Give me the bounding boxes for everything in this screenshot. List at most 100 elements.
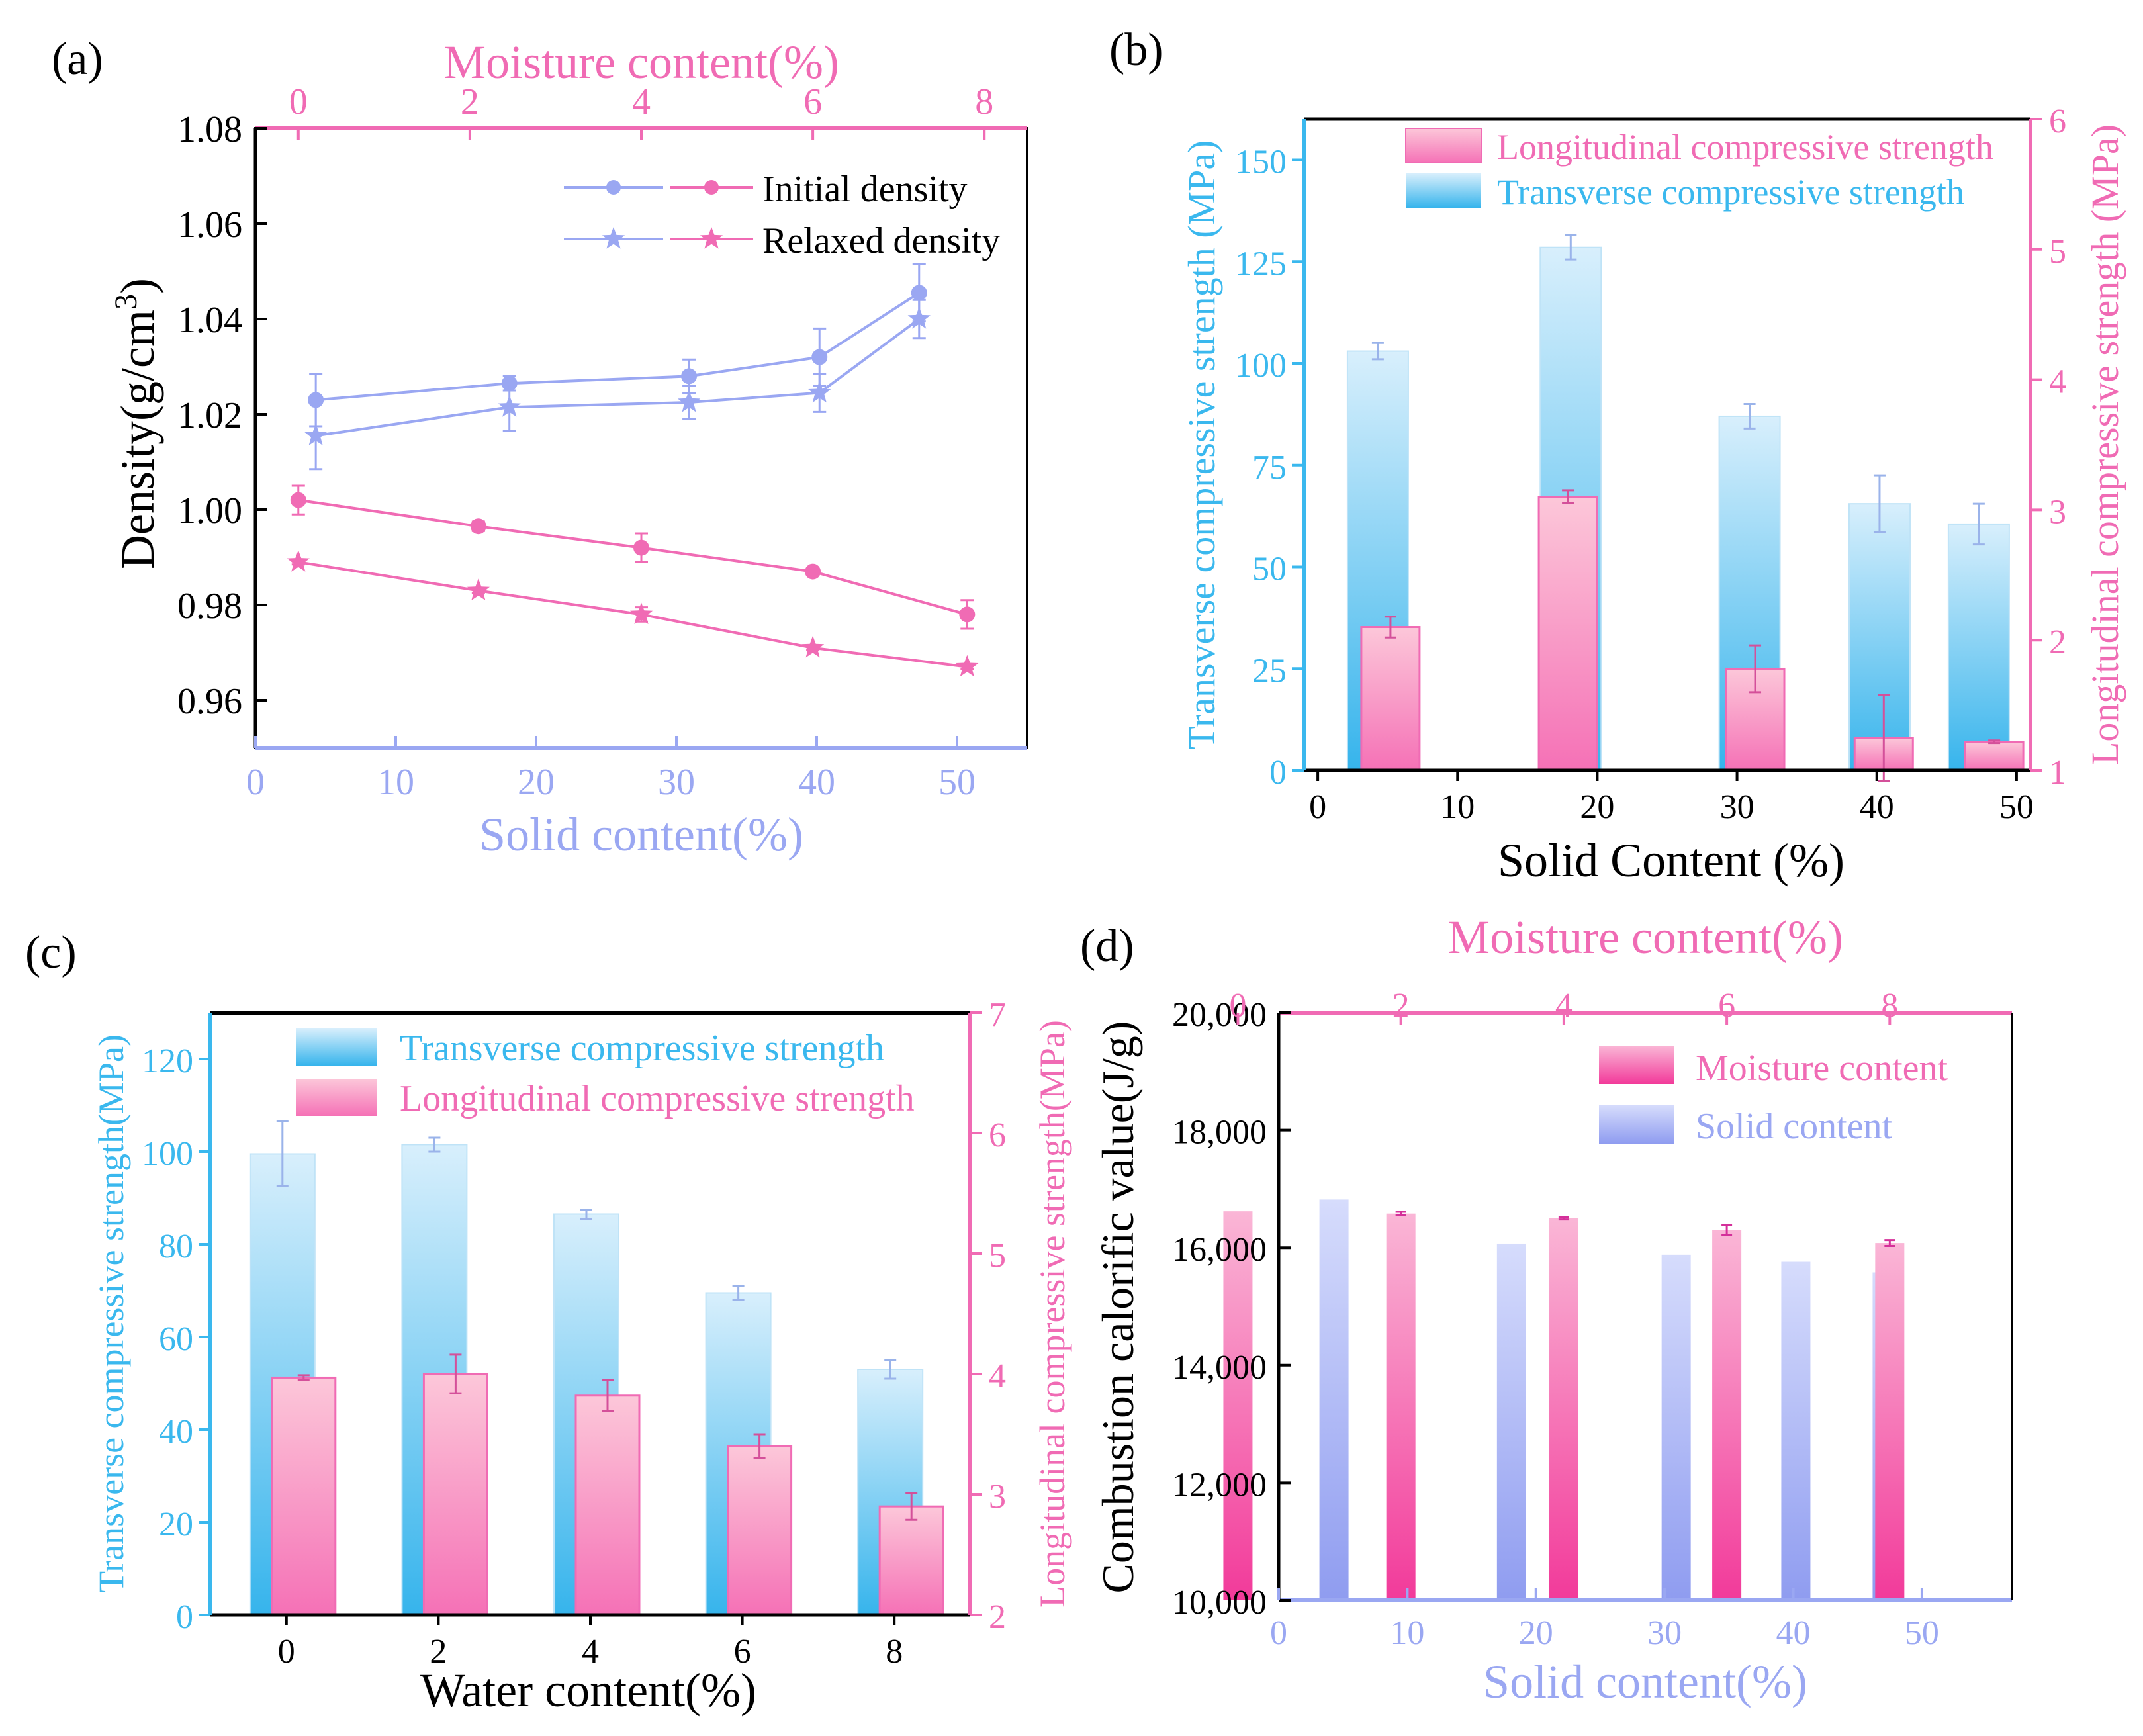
panel-b-y2-ticks: 1 2 3 4 5 6 (2030, 103, 2066, 792)
y2-tick-label: 3 (2049, 493, 2066, 531)
bar-moisture-content (1386, 1213, 1416, 1600)
y2-tick-label: 6 (2049, 103, 2066, 140)
bar-longitudinal (878, 1505, 944, 1616)
x-tick-label: 10 (377, 762, 414, 803)
x-tick-label: 10 (1440, 788, 1475, 826)
legend-moisture-swatch (1599, 1046, 1674, 1084)
bar-transverse (1848, 503, 1911, 771)
y-tick-label: 120 (142, 1042, 193, 1080)
x2-tick-label: 2 (1392, 987, 1410, 1025)
panel-a-legend: Initial density Relaxed density (564, 169, 1000, 261)
series-line-2 (298, 498, 968, 616)
bar-longitudinal (1964, 741, 2025, 772)
panel-b-y2-label: Longitudinal compressive strength (MPa) (2083, 124, 2126, 765)
legend-transverse-swatch (1406, 173, 1481, 208)
y-tick-label: 20 (159, 1506, 193, 1543)
x-tick-label: 30 (1647, 1614, 1682, 1652)
data-point-star (467, 578, 490, 600)
panel-a: (a) 0.960.981.001.021.041.061.08 0 10 20 30… (52, 34, 1028, 861)
panel-b-x-label: Solid Content (%) (1498, 834, 1845, 887)
data-point (911, 285, 927, 301)
panel-b-tag: (b) (1109, 24, 1163, 75)
legend-transverse-swatch-c (296, 1028, 377, 1066)
panel-b-x-ticks: 0 10 20 30 40 50 (1309, 770, 2034, 826)
y-tick-label: 10,000 (1172, 1584, 1267, 1622)
panel-d: (d) 10,000 12,000 14,000 16,000 18,000 20,000… (1080, 911, 2013, 1708)
x-tick-label: 6 (734, 1633, 751, 1670)
data-point-star (287, 550, 310, 572)
y-tick-label: 12,000 (1172, 1466, 1267, 1504)
legend-longitudinal-label: Longitudinal compressive strength (1497, 127, 1993, 167)
bar-transverse (1947, 523, 2010, 771)
x-tick-label: 40 (1776, 1614, 1811, 1652)
panel-a-y-ticks: 0.96 0.98 1.00 1.02 1.04 1.06 1.08 (177, 109, 267, 722)
x-tick-label: 40 (1860, 788, 1894, 826)
legend-longitudinal-swatch (1405, 128, 1482, 163)
x-tick-label: 30 (1720, 788, 1755, 826)
y-tick-label: 20,000 (1172, 996, 1267, 1034)
panel-a-x2-label: Moisture content(%) (443, 36, 839, 89)
x2-tick-label: 8 (975, 81, 993, 122)
legend-initial-density: Initial density (564, 169, 968, 210)
x-tick-label: 40 (798, 762, 835, 803)
x2-tick-label: 6 (803, 81, 822, 122)
y-tick-label: 80 (159, 1228, 193, 1265)
legend-initial-density-label: Initial density (762, 169, 968, 210)
bar-moisture-content (1712, 1230, 1742, 1600)
panel-a-data (287, 263, 979, 677)
x-tick-label: 0 (246, 762, 265, 803)
data-point (811, 349, 828, 365)
y2-tick-label: 5 (989, 1237, 1006, 1275)
y2-tick-label: 3 (989, 1478, 1006, 1516)
y-tick-label: 1.02 (177, 395, 242, 436)
bar-longitudinal (727, 1445, 793, 1616)
panel-d-legend: Moisture content Solid content (1599, 1046, 1948, 1147)
bar-longitudinal (271, 1376, 337, 1616)
y2-tick-label: 2 (989, 1598, 1006, 1636)
x-tick-label: 50 (1905, 1614, 1939, 1652)
panel-c-y-label: Transverse compressive strength(MPa) (91, 1034, 131, 1593)
y-tick-label: 1.04 (177, 300, 242, 341)
data-point-star (678, 390, 701, 412)
data-point (959, 606, 976, 623)
bar-longitudinal (1537, 496, 1598, 772)
panel-c-x-label: Water content(%) (420, 1664, 756, 1717)
x-tick-label: 0 (278, 1633, 295, 1670)
y-tick-label: 0 (176, 1598, 193, 1636)
x2-tick-label: 0 (289, 81, 308, 122)
legend-relaxed-density: Relaxed density (564, 220, 1000, 261)
data-point-star (808, 381, 831, 403)
y-tick-label: 75 (1252, 449, 1287, 486)
y2-tick-label: 6 (989, 1117, 1006, 1154)
legend-longitudinal-label-c: Longitudinal compressive strength (400, 1078, 915, 1119)
data-point (290, 492, 306, 508)
panel-c-data (249, 1120, 944, 1616)
legend-solid-label: Solid content (1696, 1106, 1893, 1147)
panel-d-tag: (d) (1080, 921, 1134, 972)
y-tick-label: 1.06 (177, 205, 242, 246)
bar-longitudinal (574, 1394, 641, 1616)
x-tick-label: 20 (1580, 788, 1614, 826)
x-tick-label: 20 (1519, 1614, 1553, 1652)
panel-d-x-ticks: 0 10 20 30 40 50 (1270, 1588, 1939, 1652)
panel-d-x2-label: Moisture content(%) (1447, 911, 1843, 964)
x-tick-label: 20 (518, 762, 555, 803)
y2-tick-label: 5 (2049, 233, 2066, 271)
x2-tick-label: 2 (461, 81, 479, 122)
panel-a-y-label: Density(g/cm3) (109, 278, 164, 569)
legend-star-icon (602, 227, 625, 249)
x2-tick-label: 0 (1229, 987, 1246, 1025)
data-point (470, 518, 486, 535)
y-tick-label: 0.98 (177, 586, 242, 627)
panel-c-y-ticks: 0 20 40 60 80 100 120 (142, 1042, 210, 1636)
y-tick-label: 150 (1235, 144, 1287, 181)
y-tick-label: 100 (142, 1135, 193, 1173)
panel-d-x2-ticks: 0 2 4 6 8 (1229, 987, 1898, 1025)
bar-solid-content (1781, 1261, 1811, 1600)
y-tick-label: 125 (1235, 245, 1287, 283)
series-line-0 (316, 291, 920, 402)
y-tick-label: 1.08 (177, 109, 242, 150)
x-tick-label: 2 (430, 1633, 447, 1670)
